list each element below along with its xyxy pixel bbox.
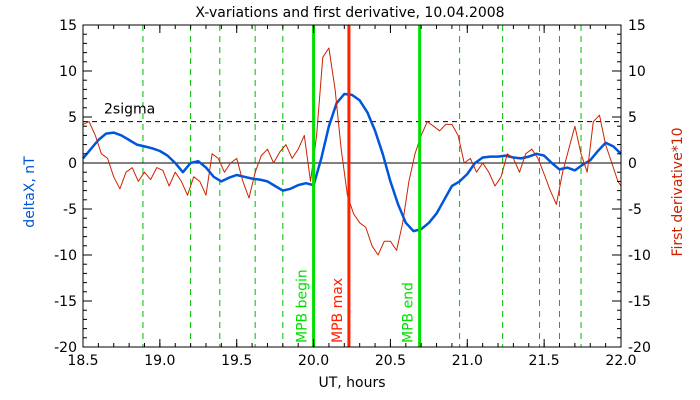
y-tick-label-right: -5 xyxy=(628,202,642,218)
marker-label: MPB end xyxy=(401,282,417,343)
y-tick-label-left: 10 xyxy=(59,64,77,80)
y-tick-label-right: 15 xyxy=(628,18,646,34)
y-tick-label-right: -15 xyxy=(628,294,651,310)
y-tick-label-left: -10 xyxy=(54,248,77,264)
y-tick-label-right: 0 xyxy=(628,156,637,172)
x-axis-label: UT, hours xyxy=(318,375,385,391)
x-tick-label: 20.0 xyxy=(298,353,329,369)
y-axis-label-left: deltaX, nT xyxy=(22,156,38,228)
x-tick-label: 19.5 xyxy=(221,353,252,369)
chart-title: X-variations and first derivative, 10.04… xyxy=(195,5,504,21)
deltax-line xyxy=(82,92,622,233)
x-tick-label: 18.5 xyxy=(67,353,98,369)
y-tick-label-right: 10 xyxy=(628,64,646,80)
y-axis-label-right: First derivative*10 xyxy=(670,127,686,256)
y-tick-label-right: -10 xyxy=(628,248,651,264)
x-tick-label: 21.5 xyxy=(529,353,560,369)
y-tick-label-left: 5 xyxy=(68,110,77,126)
marker-label: MPB max xyxy=(330,278,346,343)
y-tick-label-right: 5 xyxy=(628,110,637,126)
x-tick-label: 21.0 xyxy=(452,353,483,369)
y-tick-label-left: -5 xyxy=(63,202,77,218)
derivative-line xyxy=(82,47,622,256)
plot-area: 2sigma MPB begin MPB max MPB end 18.5 19.0 19.… xyxy=(54,18,651,369)
y-tick-label-left: -20 xyxy=(54,340,77,356)
axes-frame xyxy=(82,24,622,348)
x-tick-label: 22.0 xyxy=(605,353,636,369)
y-tick-label-left: 0 xyxy=(68,156,77,172)
x-tick-label: 19.0 xyxy=(144,353,175,369)
marker-label: MPB begin xyxy=(295,269,311,343)
threshold-label: 2sigma xyxy=(104,102,155,118)
y-tick-label-right: -20 xyxy=(628,340,651,356)
x-tick-label: 20.5 xyxy=(375,353,406,369)
y-tick-label-left: 15 xyxy=(59,18,77,34)
y-tick-label-left: -15 xyxy=(54,294,77,310)
